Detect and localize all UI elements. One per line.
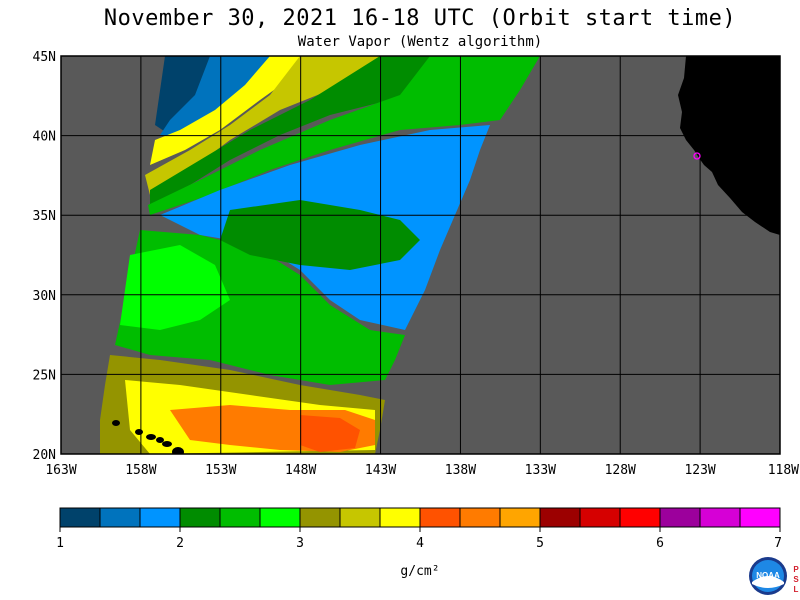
psl-letters: P S L bbox=[793, 565, 799, 594]
colorbar-swatch bbox=[180, 508, 221, 527]
lon-tick-label: 143W bbox=[365, 463, 396, 478]
colorbar-swatch bbox=[500, 508, 541, 527]
north-america-land bbox=[678, 56, 780, 235]
lat-tick-label: 45N bbox=[33, 50, 56, 65]
swath-band-5 bbox=[150, 56, 470, 205]
colorbar-swatch bbox=[340, 508, 381, 527]
colorbar-tick-label: 3 bbox=[296, 536, 304, 551]
page-title: November 30, 2021 16-18 UTC (Orbit start… bbox=[103, 6, 737, 31]
lon-tick-label: 133W bbox=[525, 463, 556, 478]
colorbar bbox=[60, 508, 781, 527]
colorbar-tick-labels: 1 2 3 4 5 6 7 bbox=[56, 527, 782, 551]
colorbar-swatch bbox=[100, 508, 141, 527]
lon-tick-label: 128W bbox=[605, 463, 636, 478]
colorbar-swatch bbox=[220, 508, 261, 527]
colorbar-swatch bbox=[700, 508, 741, 527]
swath-band-3 bbox=[150, 56, 320, 165]
psl-letter-s: S bbox=[793, 575, 799, 584]
colorbar-swatch bbox=[580, 508, 621, 527]
psl-letter-p: P bbox=[793, 565, 799, 574]
colorbar-swatch bbox=[420, 508, 461, 527]
colorbar-tick-label: 7 bbox=[774, 536, 782, 551]
lat-tick-label: 30N bbox=[33, 289, 56, 304]
station-marker: CZD bbox=[693, 145, 724, 160]
lon-tick-label: 118W bbox=[768, 463, 799, 478]
satellite-swath bbox=[100, 56, 540, 454]
colorbar-swatch bbox=[260, 508, 301, 527]
colorbar-swatch bbox=[140, 508, 181, 527]
lon-tick-label: 153W bbox=[205, 463, 236, 478]
colorbar-swatch bbox=[380, 508, 421, 527]
swath-band-9 bbox=[220, 200, 420, 270]
lon-tick-label: 138W bbox=[445, 463, 476, 478]
noaa-logo: NOAA bbox=[749, 557, 787, 595]
colorbar-tick-label: 4 bbox=[416, 536, 424, 551]
latitude-labels: 45N 40N 35N 30N 25N 20N bbox=[33, 50, 56, 463]
psl-letter-l: L bbox=[794, 585, 799, 594]
map-frame bbox=[60, 55, 781, 455]
lon-tick-label: 123W bbox=[684, 463, 715, 478]
lon-tick-label: 158W bbox=[125, 463, 156, 478]
colorbar-swatch bbox=[740, 508, 781, 527]
colorbar-swatch bbox=[300, 508, 341, 527]
page-subtitle: Water Vapor (Wentz algorithm) bbox=[297, 34, 543, 50]
colorbar-tick-label: 1 bbox=[56, 536, 64, 551]
colorbar-swatch bbox=[60, 508, 101, 527]
colorbar-tick-label: 2 bbox=[176, 536, 184, 551]
colorbar-swatch bbox=[620, 508, 661, 527]
longitude-labels: 163W 158W 153W 148W 143W 138W 133W 128W 123W 118W bbox=[45, 463, 799, 478]
lon-tick-label: 163W bbox=[45, 463, 76, 478]
colorbar-unit-label: g/cm² bbox=[400, 564, 439, 579]
noaa-logo-text: NOAA bbox=[756, 571, 780, 580]
colorbar-swatch bbox=[660, 508, 701, 527]
graticule bbox=[61, 56, 780, 454]
station-label: CZD bbox=[700, 145, 724, 160]
colorbar-swatch bbox=[540, 508, 581, 527]
colorbar-tick-label: 5 bbox=[536, 536, 544, 551]
colorbar-swatch bbox=[460, 508, 501, 527]
colorbar-tick-label: 6 bbox=[656, 536, 664, 551]
swath-band-4 bbox=[145, 56, 420, 195]
swath-band-10 bbox=[120, 245, 230, 330]
swath-band-14 bbox=[300, 415, 360, 452]
lat-tick-label: 40N bbox=[33, 130, 56, 145]
lat-tick-label: 25N bbox=[33, 368, 56, 383]
lat-tick-label: 20N bbox=[33, 448, 56, 463]
lat-tick-label: 35N bbox=[33, 209, 56, 224]
lon-tick-label: 148W bbox=[285, 463, 316, 478]
